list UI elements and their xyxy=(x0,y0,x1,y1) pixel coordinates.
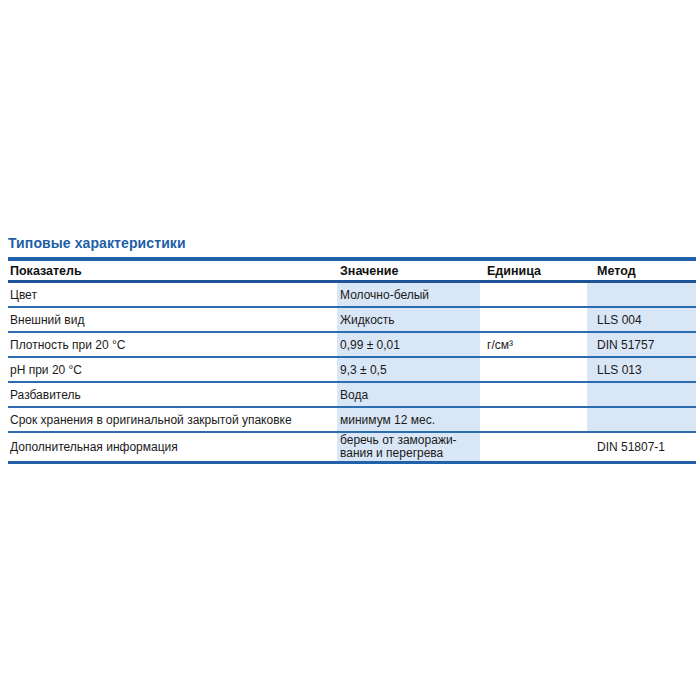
indicator-cell: Срок хранения в оригинальной закрытой уп… xyxy=(8,408,337,431)
value-cell: 0,99 ± 0,01 xyxy=(337,333,480,356)
value-cell: Вода xyxy=(337,383,480,406)
value-cell: Жидкость xyxy=(337,308,480,331)
unit-cell xyxy=(480,383,587,406)
unit-cell xyxy=(480,408,587,431)
method-cell: LLS 004 xyxy=(587,308,696,331)
indicator-cell: Цвет xyxy=(8,283,337,306)
unit-cell xyxy=(480,308,587,331)
header-unit: Единица xyxy=(480,264,587,278)
indicator-cell: Разбавитель xyxy=(8,383,337,406)
table-row: Разбавитель Вода xyxy=(8,383,696,408)
datasheet-page: Типовые характеристики Показатель Значен… xyxy=(0,0,700,700)
table-row: Внешний вид Жидкость LLS 004 xyxy=(8,308,696,333)
header-indicator: Показатель xyxy=(8,264,337,278)
indicator-cell: Внешний вид xyxy=(8,308,337,331)
value-cell: 9,3 ± 0,5 xyxy=(337,358,480,381)
section-title: Типовые характеристики xyxy=(8,235,696,251)
table-row: Дополнительная информация беречь от замо… xyxy=(8,433,696,464)
table-row: Срок хранения в оригинальной закрытой уп… xyxy=(8,408,696,433)
method-cell xyxy=(587,283,696,306)
value-cell: Молочно-белый xyxy=(337,283,480,306)
value-cell: минимум 12 мес. xyxy=(337,408,480,431)
method-cell: DIN 51757 xyxy=(587,333,696,356)
table-row: Плотность при 20 °C 0,99 ± 0,01 г/см³ DI… xyxy=(8,333,696,358)
value-cell: беречь от заморажи- вания и перегрева xyxy=(337,433,480,461)
method-cell xyxy=(587,408,696,431)
header-value: Значение xyxy=(337,264,480,278)
indicator-cell: pH при 20 °C xyxy=(8,358,337,381)
indicator-cell: Дополнительная информация xyxy=(8,433,337,461)
unit-cell xyxy=(480,283,587,306)
header-method: Метод xyxy=(587,264,696,278)
table-row: Цвет Молочно-белый xyxy=(8,283,696,308)
table-header-row: Показатель Значение Единица Метод xyxy=(8,261,696,283)
characteristics-section: Типовые характеристики Показатель Значен… xyxy=(8,235,696,464)
unit-cell xyxy=(480,358,587,381)
unit-cell: г/см³ xyxy=(480,333,587,356)
indicator-cell: Плотность при 20 °C xyxy=(8,333,337,356)
unit-cell xyxy=(480,433,587,461)
method-cell xyxy=(587,383,696,406)
method-cell: LLS 013 xyxy=(587,358,696,381)
table-row: pH при 20 °C 9,3 ± 0,5 LLS 013 xyxy=(8,358,696,383)
method-cell: DIN 51807-1 xyxy=(587,433,696,461)
